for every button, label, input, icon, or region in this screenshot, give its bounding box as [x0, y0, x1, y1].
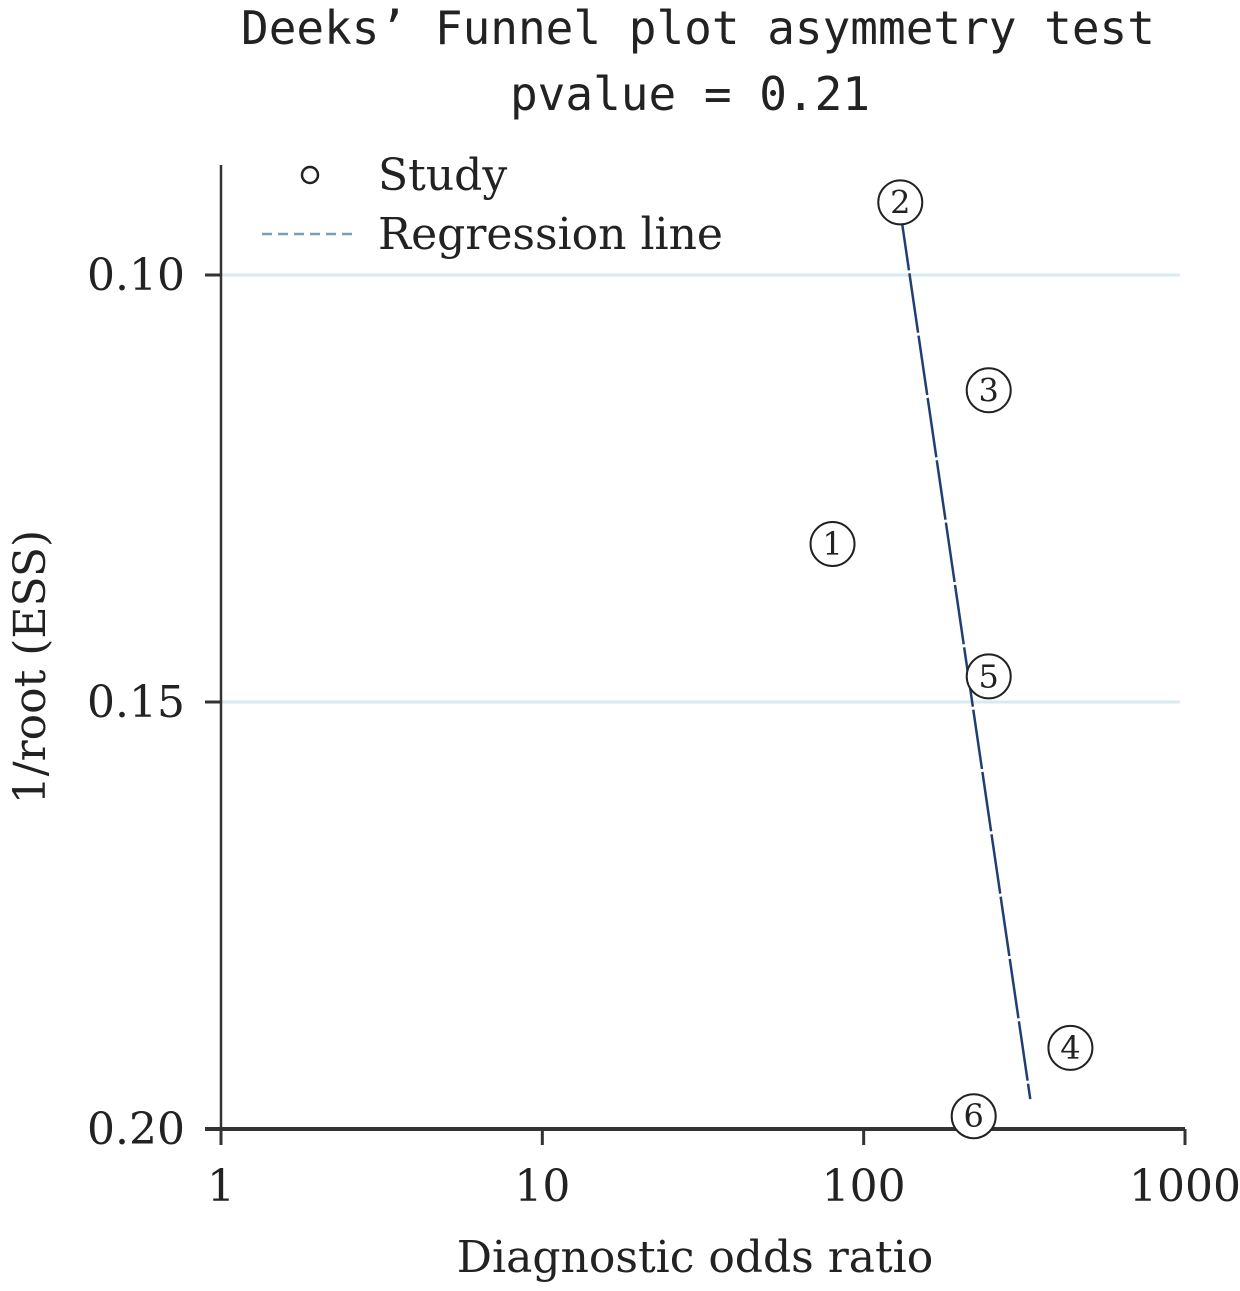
legend: Study Regression line	[262, 150, 723, 260]
legend-regression-label: Regression line	[378, 209, 723, 260]
study-point-4	[1047, 1024, 1094, 1071]
study-point-label-5: 5	[979, 657, 999, 695]
y-ticks: 0.10 0.15 0.20	[87, 250, 221, 1155]
regression-line-group	[899, 210, 1032, 1100]
study-point-label-6: 6	[964, 1097, 984, 1135]
x-ticks: 1 10 100 1000	[207, 1129, 1240, 1212]
x-tick-label-0: 1	[207, 1161, 235, 1212]
x-axis-label: Diagnostic odds ratio	[457, 1232, 933, 1283]
study-point-label-2: 2	[890, 183, 910, 221]
study-point-label-3: 3	[979, 371, 999, 409]
x-tick-label-3: 1000	[1129, 1161, 1240, 1212]
axes	[205, 165, 1185, 1131]
x-tick-label-1: 10	[514, 1161, 570, 1212]
legend-study-marker	[300, 165, 320, 185]
regression-line	[899, 210, 1032, 1100]
study-point-5	[965, 653, 1012, 700]
x-tick-label-2: 100	[822, 1161, 906, 1212]
study-point-6	[950, 1093, 997, 1140]
study-point-1	[809, 521, 856, 568]
y-axis-label: 1/root (ESS)	[5, 530, 56, 804]
study-point-label-1: 1	[822, 525, 842, 563]
study-point-label-4: 4	[1060, 1029, 1080, 1067]
study-point-2	[877, 179, 924, 226]
y-tick-label-2: 0.20	[87, 1104, 185, 1155]
study-points: 1 2 3 4 5 6	[809, 179, 1094, 1140]
legend-study-label: Study	[378, 150, 507, 201]
chart-subtitle: pvalue = 0.21	[510, 67, 870, 121]
chart-title: Deeks’ Funnel plot asymmetry test	[241, 1, 1155, 55]
y-tick-label-0: 0.10	[87, 250, 185, 301]
y-tick-label-1: 0.15	[87, 677, 185, 728]
grid-lines	[221, 273, 1180, 704]
study-point-3	[965, 367, 1012, 414]
